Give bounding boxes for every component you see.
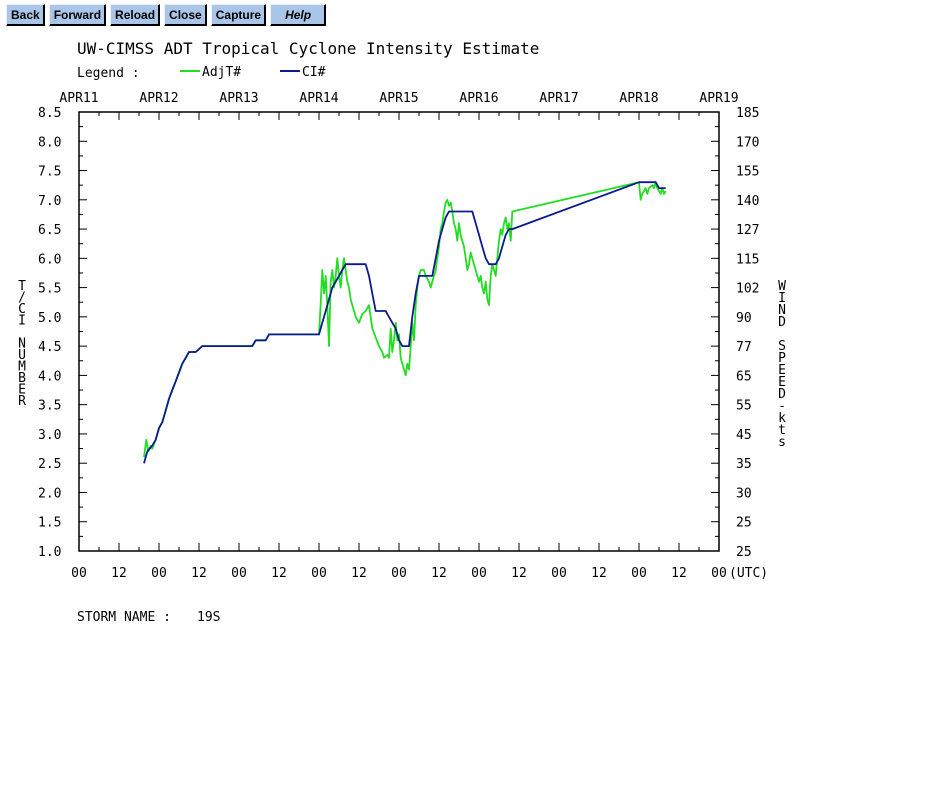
series-adjt-line [143,181,667,458]
date-tick-label: APR16 [459,91,498,106]
y-tick-label-right: 170 [736,135,759,150]
forward-button[interactable]: Forward [48,4,107,26]
help-button[interactable]: Help [270,4,327,26]
legend-entry-adjt: AdjT# [202,65,241,80]
y-tick-label-left: 8.0 [38,135,61,150]
y-tick-label-left: 2.5 [38,457,61,472]
hour-tick-label: 00 [711,566,727,581]
y-tick-label-left: 6.5 [38,223,61,238]
series-ci-line [143,181,666,464]
storm-name-label: STORM NAME : [77,610,171,625]
y-tick-label-left: 7.0 [38,194,61,209]
intensity-chart: UW-CIMSS ADT Tropical Cyclone Intensity … [18,39,786,625]
y-tick-label-left: 1.5 [38,516,61,531]
y-tick-label-right: 127 [736,223,759,238]
back-button[interactable]: Back [6,4,45,26]
y-tick-label-right: 65 [736,369,752,384]
date-tick-label: APR14 [299,91,338,106]
hour-tick-label: 00 [71,566,87,581]
date-tick-label: APR17 [539,91,578,106]
date-tick-label: APR18 [619,91,658,106]
y-tick-label-left: 5.0 [38,311,61,326]
chart-title: UW-CIMSS ADT Tropical Cyclone Intensity … [77,39,539,58]
hour-tick-label: 00 [311,566,327,581]
hour-tick-label: 12 [511,566,527,581]
hour-tick-label: 00 [631,566,647,581]
y-tick-label-right: 45 [736,428,752,443]
legend: AdjT# CI# [180,65,326,80]
y-tick-label-left: 8.5 [38,106,61,121]
y-tick-label-right: 25 [736,545,752,560]
y-tick-label-right: 155 [736,165,759,180]
hour-tick-label: 12 [591,566,607,581]
hour-tick-label: 12 [351,566,367,581]
date-tick-label: APR13 [219,91,258,106]
hour-tick-label: 00 [231,566,247,581]
date-tick-label: APR11 [59,91,98,106]
hour-tick-label: 12 [191,566,207,581]
storm-name-value: 19S [197,610,220,625]
series-lines [143,181,667,464]
tick-marks [78,111,720,552]
hour-tick-label: 00 [551,566,567,581]
y-tick-label-right: 25 [736,516,752,531]
date-tick-label: APR12 [139,91,178,106]
plot-frame [78,111,720,552]
y-tick-label-right: 77 [736,340,752,355]
legend-entry-ci: CI# [302,65,326,80]
hour-tick-label: 12 [431,566,447,581]
y-tick-label-right: 30 [736,486,752,501]
hour-tick-label: 12 [271,566,287,581]
hour-tick-label: 12 [671,566,687,581]
date-tick-label: APR19 [699,91,738,106]
y-tick-label-left: 2.0 [38,486,61,501]
close-button[interactable]: Close [164,4,207,26]
legend-label: Legend : [77,66,140,81]
hour-tick-label: 00 [471,566,487,581]
capture-button[interactable]: Capture [210,4,267,26]
date-tick-label: APR15 [379,91,418,106]
y-tick-label-left: 3.5 [38,399,61,414]
y-tick-label-right: 55 [736,399,752,414]
hour-tick-label: 00 [151,566,167,581]
x-unit-label: (UTC) [729,566,768,581]
y-tick-label-left: 6.0 [38,252,61,267]
y-tick-label-left: 4.0 [38,369,61,384]
reload-button[interactable]: Reload [110,4,161,26]
y-tick-label-right: 35 [736,457,752,472]
y-tick-label-right: 102 [736,282,759,297]
y-tick-label-left: 4.5 [38,340,61,355]
y-tick-label-right: 185 [736,106,759,121]
y-tick-label-left: 5.5 [38,282,61,297]
y-tick-label-left: 3.0 [38,428,61,443]
browser-toolbar: Back Forward Reload Close Capture Help [6,4,327,26]
hour-tick-label: 00 [391,566,407,581]
y-tick-label-right: 140 [736,194,759,209]
y-tick-label-left: 7.5 [38,165,61,180]
y-tick-label-right: 115 [736,252,759,267]
y-tick-label-right: 90 [736,311,752,326]
y-tick-label-left: 1.0 [38,545,61,560]
hour-tick-label: 12 [111,566,127,581]
tick-labels: APR11 APR12 APR13 APR14 APR15 APR16 APR17 APR18… [38,91,768,581]
